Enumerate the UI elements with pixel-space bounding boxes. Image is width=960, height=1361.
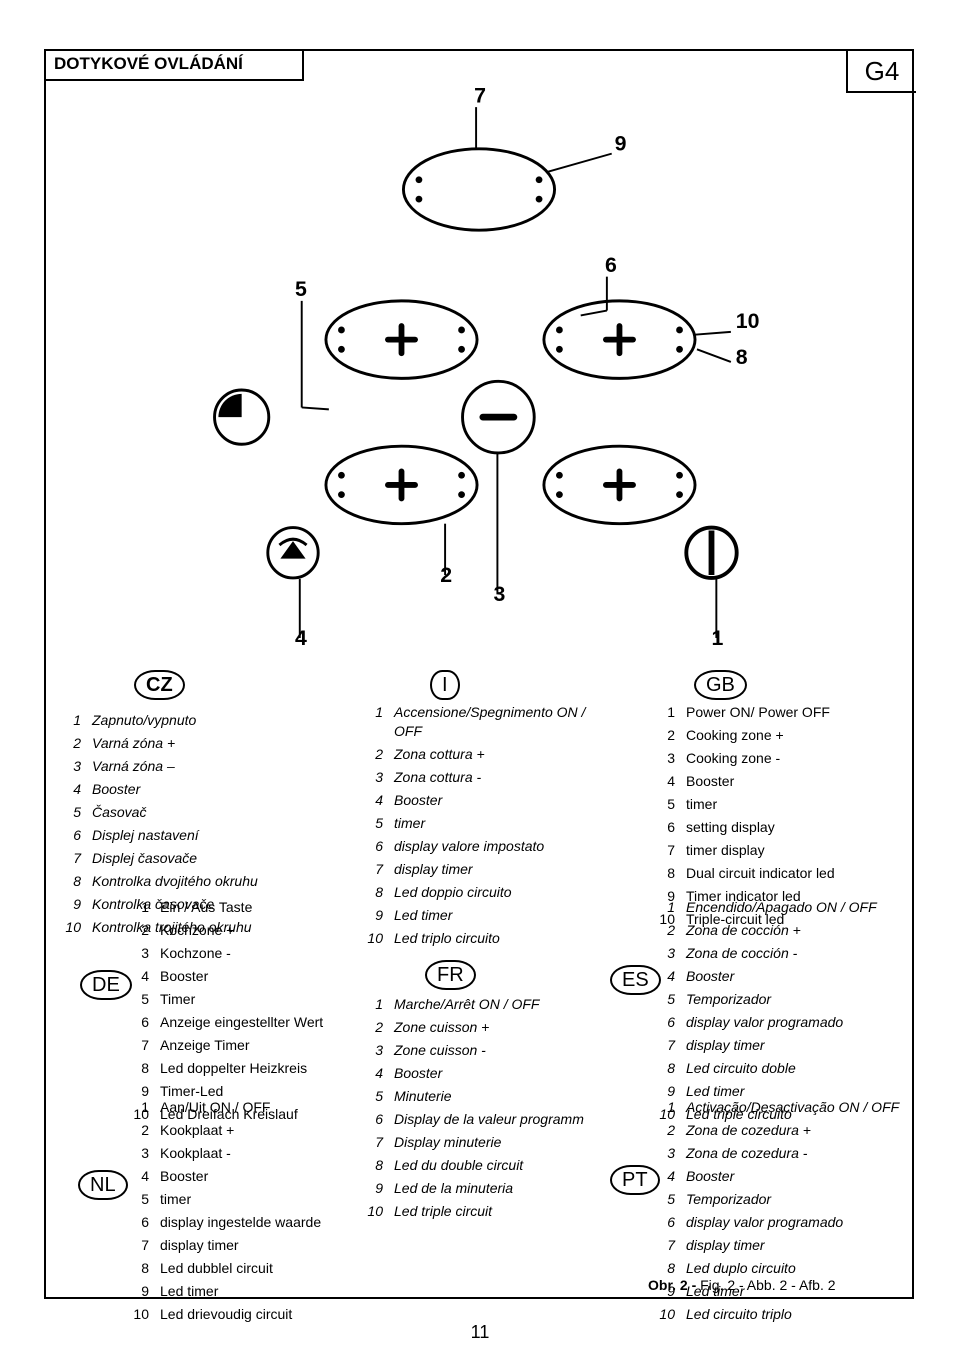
- legend-nl: 1Aan/Uit ON / OFF2Kookplaat +3Kookplaat …: [124, 1095, 364, 1327]
- lang-tag-cz: CZ: [134, 670, 185, 700]
- lang-tag-gb: GB: [694, 670, 747, 700]
- legend-de: 1Ein / Aus Taste2Kochzone +3Kochzone -4B…: [124, 895, 364, 1127]
- lang-tag-fr: FR: [425, 960, 476, 990]
- legend-i: 1Accensione/Spegnimento ON / OFF2Zona co…: [358, 700, 618, 951]
- legend-fr: 1Marche/Arrêt ON / OFF2Zone cuisson +3Zo…: [358, 992, 618, 1224]
- page: DOTYKOVÉ OVLÁDÁNÍ G4 79651082341 CZ I GB…: [0, 0, 960, 1361]
- lang-tag-nl: NL: [78, 1170, 128, 1200]
- legend-es: 1Encendido/Apagado ON / OFF2Zona de cocc…: [650, 895, 910, 1127]
- figure-caption-bold: Obr. 2 -: [648, 1277, 700, 1293]
- figure-caption-rest: Fig. 2 - Abb. 2 - Afb. 2: [700, 1277, 835, 1293]
- lang-tag-i: I: [430, 670, 460, 700]
- corner-code: G4: [846, 49, 916, 93]
- page-number: 11: [0, 1322, 960, 1343]
- page-title: DOTYKOVÉ OVLÁDÁNÍ: [44, 49, 304, 81]
